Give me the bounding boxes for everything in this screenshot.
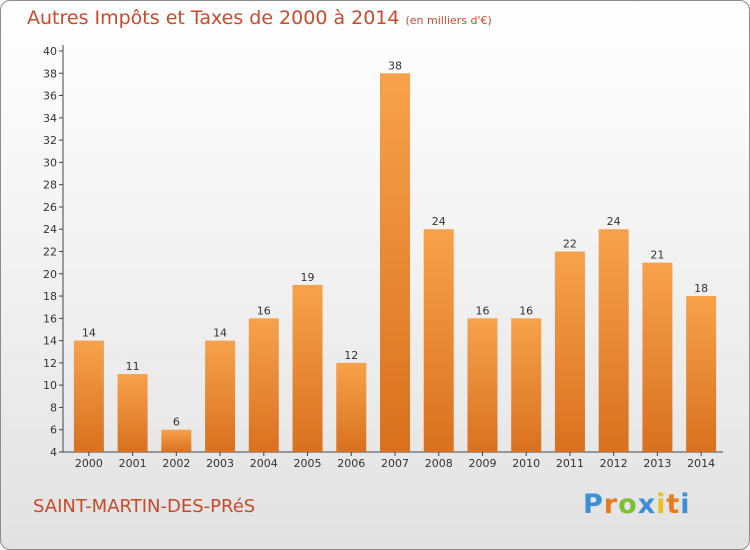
y-tick-label: 30 bbox=[43, 156, 57, 169]
y-tick-label: 8 bbox=[50, 401, 57, 414]
logo-letter: i bbox=[680, 489, 691, 520]
x-tick-label: 2002 bbox=[162, 457, 190, 470]
bar bbox=[511, 318, 542, 452]
chart-subtitle: (en milliers d'€) bbox=[405, 14, 492, 27]
bar-value-label: 16 bbox=[519, 304, 533, 317]
proxiti-logo: Proxiti bbox=[583, 489, 691, 520]
x-tick-label: 2010 bbox=[512, 457, 540, 470]
y-tick-label: 40 bbox=[43, 45, 57, 58]
x-tick-label: 2006 bbox=[337, 457, 365, 470]
bar bbox=[336, 362, 367, 452]
logo-letter: x bbox=[637, 489, 657, 520]
y-tick-label: 26 bbox=[43, 201, 57, 214]
bar bbox=[554, 251, 585, 452]
logo-letter: t bbox=[666, 489, 681, 520]
bar-value-label: 6 bbox=[173, 416, 180, 429]
x-tick-label: 2003 bbox=[206, 457, 234, 470]
bar-value-label: 38 bbox=[388, 59, 402, 72]
logo-letter: P bbox=[583, 489, 604, 520]
bar-value-label: 24 bbox=[432, 215, 446, 228]
y-tick-label: 36 bbox=[43, 90, 57, 103]
x-tick-label: 2013 bbox=[643, 457, 671, 470]
bar bbox=[423, 229, 454, 452]
logo-letter: i bbox=[656, 489, 667, 520]
bar-value-label: 21 bbox=[650, 249, 664, 262]
x-tick-label: 2000 bbox=[75, 457, 103, 470]
x-tick-label: 2007 bbox=[381, 457, 409, 470]
bar-value-label: 18 bbox=[694, 282, 708, 295]
y-tick-label: 4 bbox=[50, 446, 57, 459]
x-tick-label: 2001 bbox=[119, 457, 147, 470]
y-tick-label: 32 bbox=[43, 134, 57, 147]
bar-value-label: 14 bbox=[82, 327, 96, 340]
bar-value-label: 19 bbox=[301, 271, 315, 284]
y-tick-label: 28 bbox=[43, 179, 57, 192]
bar-value-label: 24 bbox=[607, 215, 621, 228]
bar-value-label: 16 bbox=[257, 304, 271, 317]
x-tick-label: 2005 bbox=[294, 457, 322, 470]
bar bbox=[380, 73, 410, 453]
chart-data-labels: 14 11 6 14 16 19 12 38 24 16 16 22 24 21 18 bbox=[82, 59, 708, 428]
bar-value-label: 14 bbox=[213, 327, 227, 340]
y-tick-label: 14 bbox=[43, 335, 57, 348]
bar bbox=[205, 340, 236, 452]
x-tick-label: 2011 bbox=[556, 457, 584, 470]
x-tick-label: 2012 bbox=[600, 457, 628, 470]
bar bbox=[161, 429, 192, 452]
bar bbox=[248, 318, 279, 452]
y-tick-label: 22 bbox=[43, 246, 57, 259]
bar bbox=[117, 374, 148, 452]
x-tick-label: 2014 bbox=[687, 457, 715, 470]
chart-title: Autres Impôts et Taxes de 2000 à 2014 (en… bbox=[27, 7, 492, 29]
x-tick-label: 2009 bbox=[468, 457, 496, 470]
logo-letter: r bbox=[603, 489, 619, 520]
bar bbox=[467, 318, 498, 452]
y-tick-label: 38 bbox=[43, 67, 57, 80]
logo-letter: o bbox=[618, 489, 638, 520]
x-tick-label: 2004 bbox=[250, 457, 278, 470]
y-tick-label: 16 bbox=[43, 312, 57, 325]
bar-value-label: 22 bbox=[563, 238, 577, 251]
bar bbox=[642, 262, 673, 452]
bar bbox=[292, 284, 323, 452]
bar bbox=[598, 229, 629, 452]
y-tick-label: 20 bbox=[43, 268, 57, 281]
bar-value-label: 12 bbox=[344, 349, 358, 362]
y-tick-label: 24 bbox=[43, 223, 57, 236]
y-tick-label: 34 bbox=[43, 112, 57, 125]
bar-value-label: 11 bbox=[126, 360, 140, 373]
bar bbox=[73, 340, 104, 452]
chart-bars bbox=[73, 73, 717, 453]
y-tick-label: 18 bbox=[43, 290, 57, 303]
bar-value-label: 16 bbox=[475, 304, 489, 317]
commune-name: SAINT-MARTIN-DES-PRéS bbox=[33, 496, 256, 517]
y-tick-label: 10 bbox=[43, 379, 57, 392]
y-tick-label: 12 bbox=[43, 357, 57, 370]
y-tick-label: 6 bbox=[50, 424, 57, 437]
chart-title-text: Autres Impôts et Taxes de 2000 à 2014 bbox=[27, 7, 400, 29]
bar bbox=[686, 296, 717, 452]
x-tick-label: 2008 bbox=[425, 457, 453, 470]
